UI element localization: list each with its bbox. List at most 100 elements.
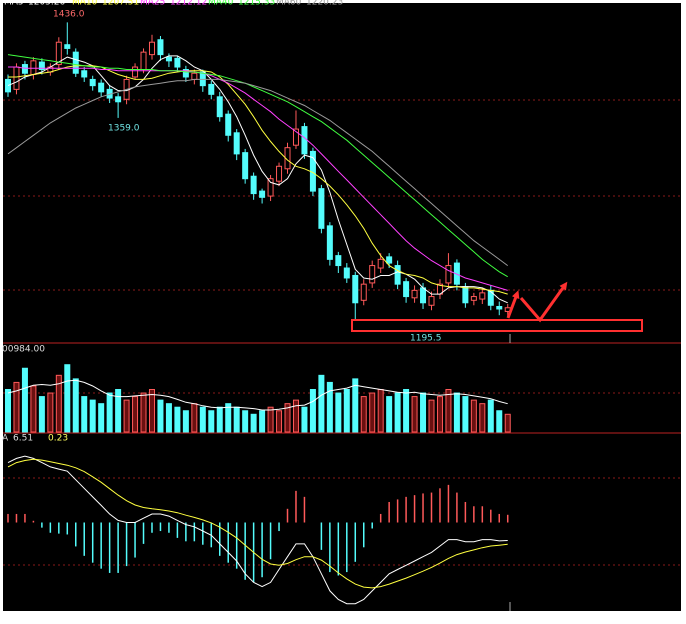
data-layer (5, 22, 511, 605)
candle-body (428, 296, 435, 306)
candle-body (81, 70, 88, 78)
candle-body (132, 66, 139, 78)
candle-body (174, 57, 181, 68)
volume-bar (191, 403, 198, 433)
volume-bar (123, 399, 130, 433)
volume-bar (276, 410, 283, 433)
volume-bar (496, 410, 503, 433)
legend-name: MA10 (72, 0, 98, 8)
candle-body (250, 175, 257, 195)
candle-body (38, 61, 45, 71)
volume-bar (462, 396, 469, 433)
volume-bar (403, 389, 410, 433)
volume-bar (436, 396, 443, 433)
macd-dea-value: 0.23 (48, 434, 68, 444)
volume-bar (98, 403, 105, 433)
candle-body (182, 69, 189, 78)
candle-body (318, 188, 325, 229)
volume-bar (182, 410, 189, 433)
volume-bar (259, 410, 266, 433)
support-box (351, 319, 643, 332)
volume-bar (360, 396, 367, 433)
candle-body (64, 44, 71, 49)
candle-body (140, 51, 147, 71)
candle-body (115, 96, 122, 103)
volume-bar (13, 381, 20, 433)
macd-dif-value: 6.51 (13, 434, 33, 444)
volume-bar (233, 406, 240, 433)
volume-bar (394, 392, 401, 433)
candle-body (13, 66, 20, 90)
volume-bar (343, 389, 350, 433)
volume-bar (89, 399, 96, 433)
legend-value: 1205.26 (28, 0, 65, 8)
volume-bar (106, 392, 113, 433)
volume-bar (148, 389, 155, 433)
volume-bar (216, 406, 223, 433)
moving-average-line (8, 66, 508, 291)
candle-body (301, 126, 308, 155)
legend-value: 1212.12 (170, 0, 207, 8)
candle-body (420, 287, 427, 304)
volume-bar (64, 364, 71, 433)
volume-bar (132, 396, 139, 433)
volume-bar (445, 389, 452, 433)
volume-bar (267, 406, 274, 433)
legend-name: MA40 (208, 0, 234, 8)
volume-bar (208, 410, 215, 433)
volume-bar (250, 413, 257, 433)
low-annotation: 1195.5 (410, 334, 442, 344)
macd-line (7, 455, 508, 605)
moving-average-line (7, 55, 508, 304)
candle-body (496, 306, 503, 310)
candle-body (157, 39, 164, 56)
volume-bar (487, 399, 494, 433)
candle-body (267, 178, 274, 197)
legend-name: MA25 (140, 0, 165, 8)
candle-body (292, 128, 299, 146)
candle-body (242, 152, 249, 180)
volume-bar (140, 392, 147, 433)
volume-bar (115, 389, 122, 433)
candle-body (89, 78, 96, 87)
candle-body (377, 258, 384, 269)
volume-bar (428, 399, 435, 433)
volume-bar (292, 399, 299, 433)
moving-average-line (7, 78, 508, 267)
moving-average-line (7, 54, 508, 278)
volume-bar (479, 403, 486, 433)
candle-body (479, 292, 486, 300)
volume-bar (47, 392, 54, 433)
trend-arrow (519, 281, 568, 323)
volume-bar (411, 396, 418, 433)
volume-bar (284, 403, 291, 433)
legend-value: 1215.33 (238, 0, 275, 8)
candle-body (30, 60, 37, 75)
volume-average-line (7, 379, 508, 411)
volume-bar (38, 396, 45, 433)
candle-body (233, 132, 240, 155)
volume-bar (242, 410, 249, 433)
volume-bar (352, 378, 359, 433)
candle-body (343, 267, 350, 279)
volume-label: 00984.00 (2, 345, 45, 355)
candle-body (445, 265, 452, 284)
candle-body (259, 190, 266, 198)
legend-name: MA60 (276, 0, 302, 8)
candle-body (462, 286, 469, 304)
volume-bar (174, 406, 181, 433)
candle-body (369, 265, 376, 284)
macd-line (7, 458, 508, 589)
volume-bar (453, 392, 460, 433)
legend-name: MA5 (4, 0, 24, 8)
candle-body (352, 274, 359, 304)
candle-body (276, 165, 283, 182)
candle-body (326, 225, 333, 260)
volume-bar (199, 406, 206, 433)
moving-average-line (8, 65, 508, 295)
volume-bar (420, 392, 427, 433)
volume-bar (504, 413, 511, 433)
candle-body (411, 289, 418, 299)
volume-bar (386, 396, 393, 433)
